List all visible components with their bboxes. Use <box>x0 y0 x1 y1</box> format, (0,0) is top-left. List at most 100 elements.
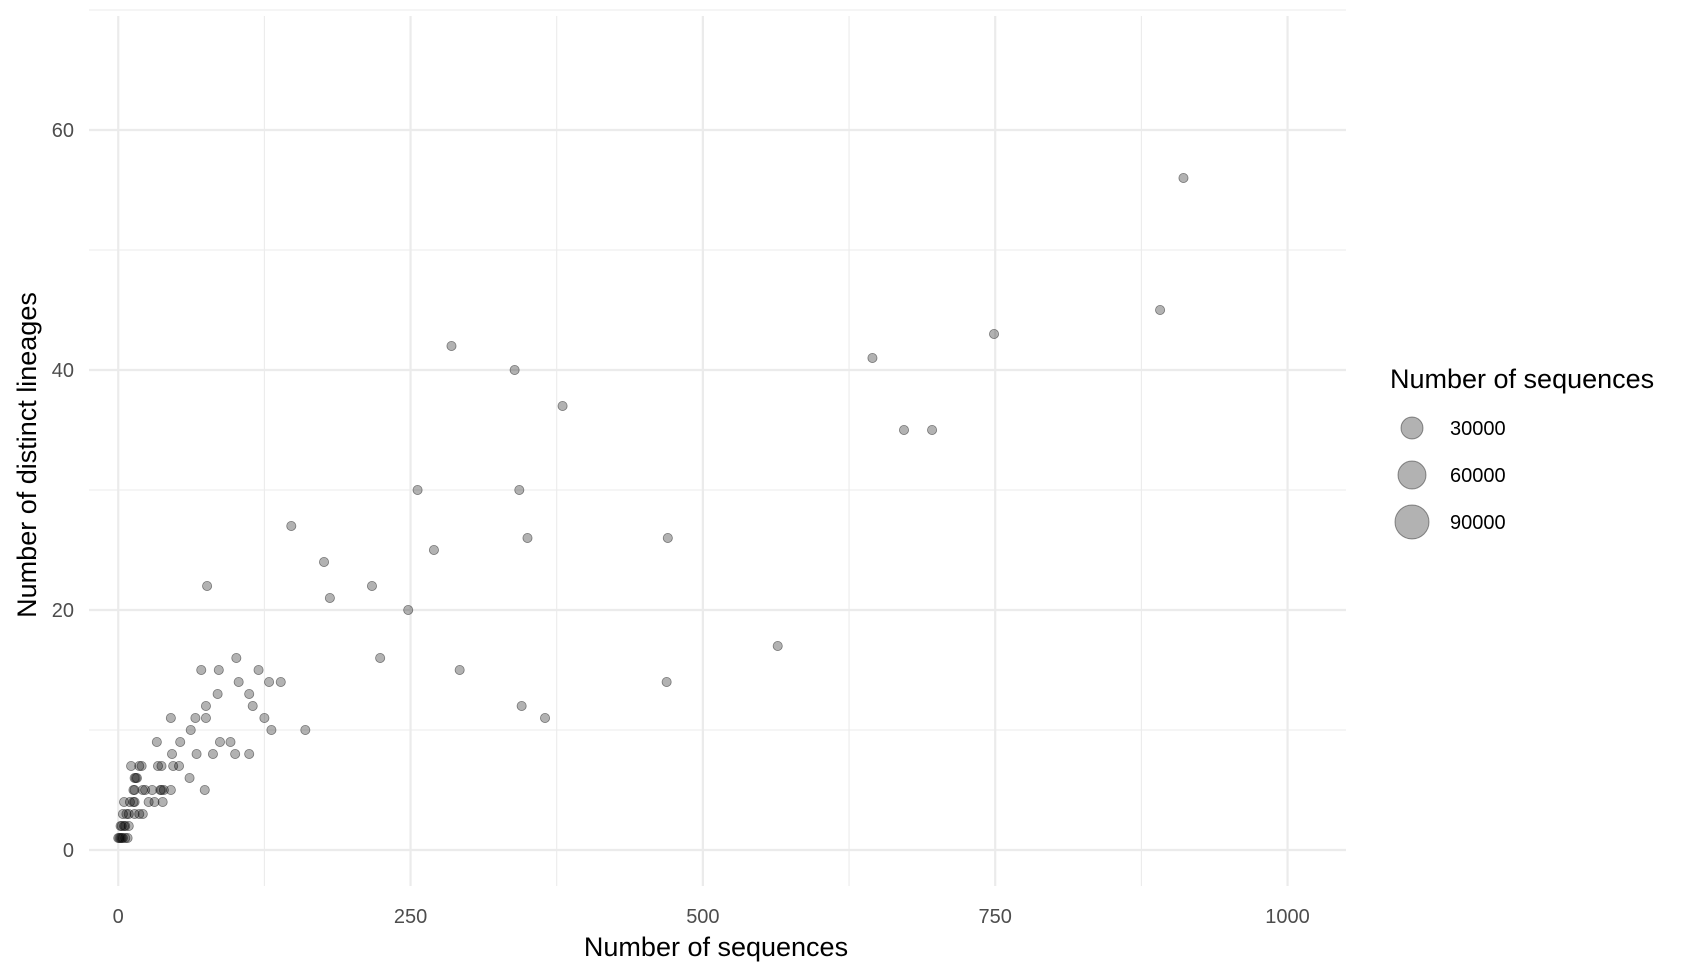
data-point <box>113 833 124 844</box>
legend-label: 90000 <box>1450 512 1506 534</box>
data-point <box>772 641 783 652</box>
data-point <box>128 785 139 796</box>
data-point <box>207 749 218 760</box>
data-point <box>114 833 125 844</box>
data-point <box>149 797 160 808</box>
y-axis-title: Number of distinct lineages <box>12 292 42 618</box>
data-point <box>231 653 242 664</box>
data-point <box>253 665 264 676</box>
x-axis-title: Number of sequences <box>584 932 848 962</box>
data-point <box>121 809 132 820</box>
data-point <box>199 785 210 796</box>
data-point <box>403 605 414 616</box>
data-point <box>129 773 140 784</box>
data-point <box>156 785 167 796</box>
data-point <box>200 701 211 712</box>
data-point <box>134 809 145 820</box>
data-point <box>175 737 186 748</box>
data-point <box>116 833 127 844</box>
y-tick-label: 60 <box>52 120 74 142</box>
data-point <box>213 665 224 676</box>
data-point <box>140 785 151 796</box>
data-point <box>191 749 202 760</box>
data-point <box>123 821 134 832</box>
data-point <box>375 653 386 664</box>
data-point <box>124 797 135 808</box>
data-point <box>522 533 533 544</box>
legend-key-circle <box>1397 460 1427 490</box>
data-point <box>1155 304 1166 315</box>
data-point <box>212 689 223 700</box>
data-point <box>259 713 270 724</box>
data-point <box>155 785 166 796</box>
legend-key-circle <box>1394 504 1430 540</box>
data-point <box>120 821 131 832</box>
data-point <box>167 749 178 760</box>
legend-label: 60000 <box>1450 465 1506 487</box>
data-point <box>131 773 142 784</box>
data-point <box>428 545 439 556</box>
data-point <box>454 665 465 676</box>
data-point <box>137 809 148 820</box>
data-point <box>247 701 258 712</box>
data-point <box>117 833 128 844</box>
data-point <box>119 797 130 808</box>
data-point <box>174 761 185 772</box>
plot-grid <box>89 9 1346 886</box>
data-point <box>165 713 176 724</box>
data-point <box>185 725 196 736</box>
data-point <box>126 761 137 772</box>
data-point <box>158 785 169 796</box>
data-point <box>662 533 673 544</box>
data-point <box>324 593 335 604</box>
data-point <box>190 713 201 724</box>
data-point <box>540 713 551 724</box>
data-point <box>516 701 527 712</box>
x-tick-label: 250 <box>394 906 427 928</box>
y-tick-label: 40 <box>52 360 74 382</box>
data-point <box>514 484 525 495</box>
data-points <box>113 172 1189 844</box>
data-point <box>557 400 568 411</box>
y-tick-label: 20 <box>52 600 74 622</box>
data-point <box>225 737 236 748</box>
data-point <box>196 665 207 676</box>
data-point <box>319 557 330 568</box>
data-point <box>156 761 167 772</box>
x-tick-label: 750 <box>979 906 1012 928</box>
data-point <box>412 484 423 495</box>
data-point <box>184 773 195 784</box>
x-axis-ticks: 0 250 500 750 1000 <box>113 906 1310 928</box>
data-point <box>120 833 131 844</box>
data-point <box>143 797 154 808</box>
data-point <box>147 785 158 796</box>
x-tick-label: 1000 <box>1265 906 1310 928</box>
data-point <box>129 785 140 796</box>
data-point <box>989 328 1000 339</box>
data-point <box>115 821 126 832</box>
data-point <box>286 521 297 532</box>
data-point <box>927 424 938 435</box>
data-point <box>275 677 286 688</box>
data-point <box>264 677 275 688</box>
data-point <box>200 713 211 724</box>
data-point <box>202 581 213 592</box>
data-point <box>128 797 139 808</box>
data-point <box>152 761 163 772</box>
data-point <box>214 737 225 748</box>
y-axis-ticks: 0 20 40 60 <box>52 120 74 862</box>
data-point <box>157 797 168 808</box>
data-point <box>168 761 179 772</box>
data-point <box>151 737 162 748</box>
data-point <box>899 424 910 435</box>
x-tick-label: 0 <box>113 906 124 928</box>
data-point <box>129 797 140 808</box>
data-point <box>509 364 520 375</box>
data-point <box>137 785 148 796</box>
data-point <box>129 809 140 820</box>
data-point <box>117 809 128 820</box>
data-point <box>233 677 244 688</box>
data-point <box>1178 172 1189 183</box>
data-point <box>230 749 241 760</box>
data-point <box>165 785 176 796</box>
